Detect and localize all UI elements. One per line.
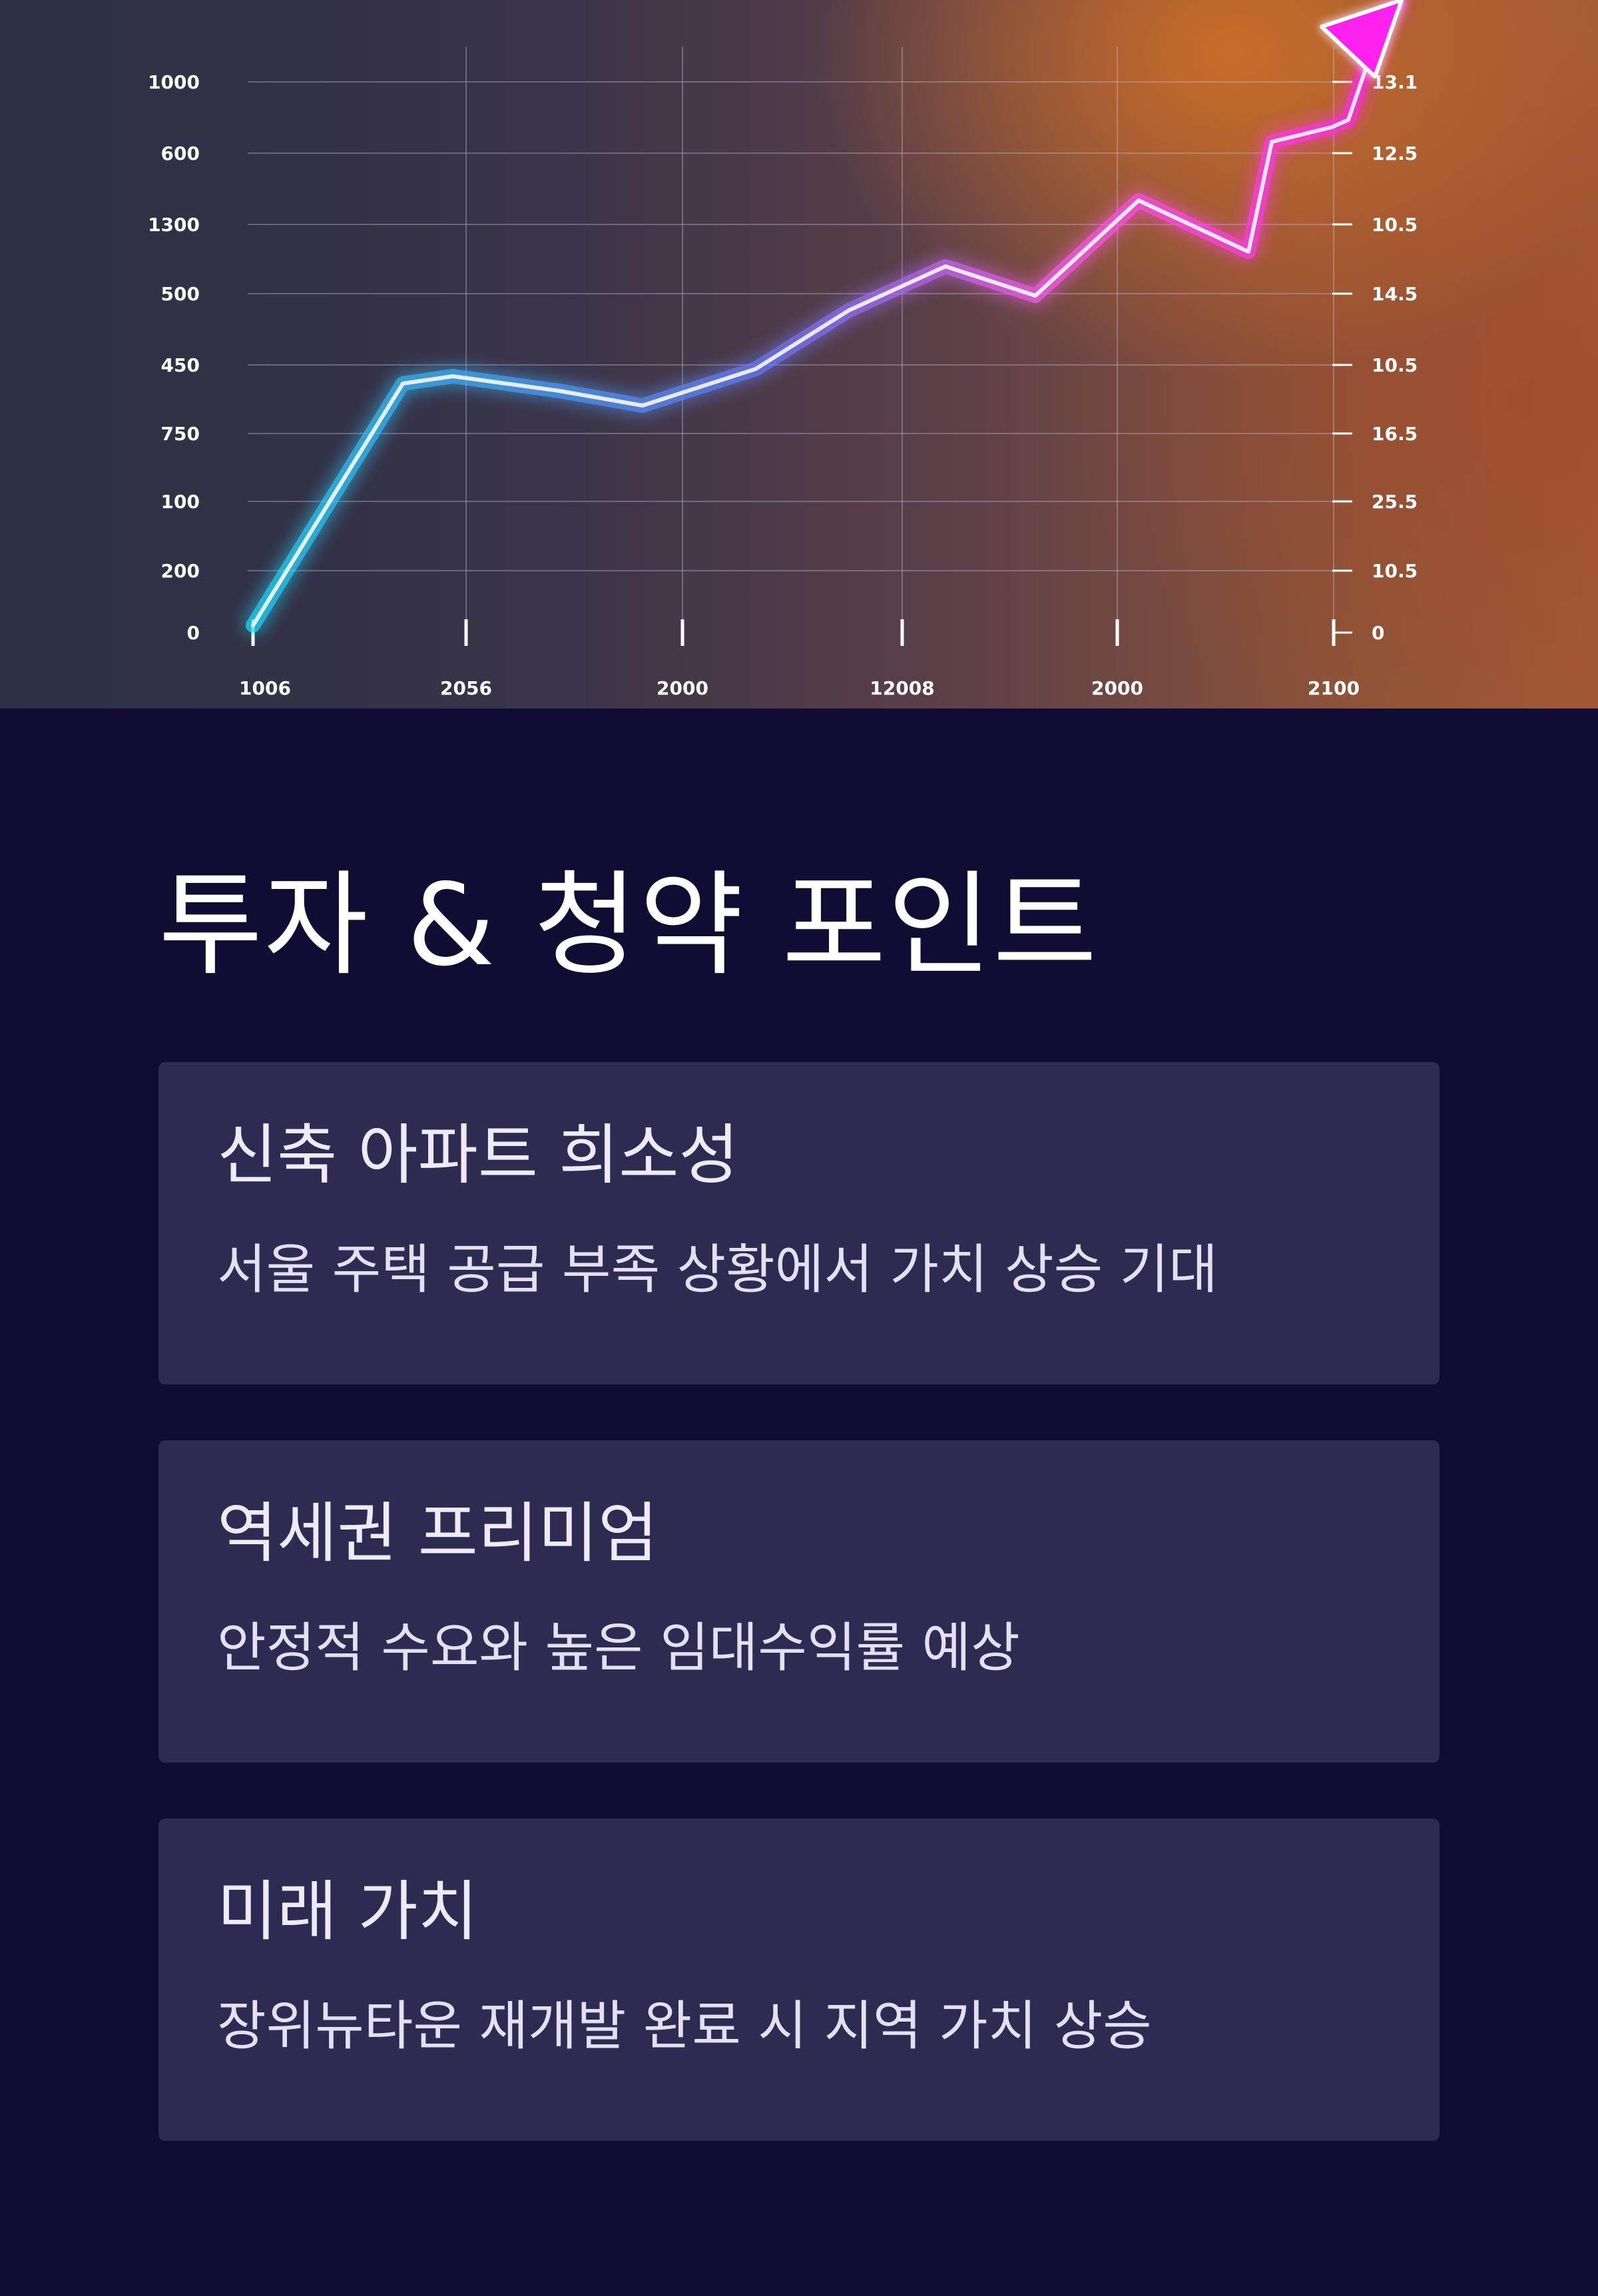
y-left-tick-label: 600	[161, 143, 200, 164]
y-right-tick-label: 16.5	[1372, 423, 1418, 445]
y-left-tick-label: 1000	[148, 71, 200, 93]
y-left-tick-label: 750	[161, 423, 200, 445]
y-right-tick-label: 12.5	[1372, 143, 1418, 164]
x-tick-label: 2000	[1091, 677, 1143, 699]
card-title: 미래 가치	[217, 1874, 478, 1950]
series-line-glow	[246, 0, 1406, 633]
card-title: 신축 아파트 희소성	[217, 1117, 739, 1193]
chart-series	[246, 0, 1406, 633]
y-right-tick-label: 10.5	[1372, 214, 1418, 236]
y-left-tick-label: 0	[187, 622, 200, 644]
x-tick-label: 1006	[239, 677, 291, 699]
y-left-tick-label: 200	[161, 560, 200, 582]
chart-grid	[248, 47, 1348, 633]
point-card-station-premium: 역세권 프리미엄 안정적 수요와 높은 임대수익률 예상	[158, 1440, 1440, 1763]
y-right-tick-label: 14.5	[1372, 283, 1418, 305]
card-description: 장위뉴타운 재개발 완료 시 지역 가치 상승	[217, 1995, 1152, 2057]
y-left-tick-label: 1300	[148, 214, 200, 236]
page-title: 투자 & 청약 포인트	[158, 860, 1099, 992]
x-tick-label: 2100	[1308, 677, 1360, 699]
y-right-tick-label: 0	[1372, 622, 1384, 644]
card-description: 안정적 수요와 높은 임대수익률 예상	[217, 1617, 1020, 1679]
point-card-scarcity: 신축 아파트 희소성 서울 주택 공급 부족 상황에서 가치 상승 기대	[158, 1062, 1440, 1384]
x-tick-label: 2056	[440, 677, 492, 699]
trend-line-chart: 10006001300500450750100200013.112.510.51…	[148, 0, 1418, 699]
y-left-tick-label: 100	[161, 491, 200, 513]
series-line	[251, 1, 1400, 627]
y-left-tick-label: 500	[161, 283, 200, 305]
card-description: 서울 주택 공급 부족 상황에서 가치 상승 기대	[217, 1239, 1218, 1300]
chart-tick-labels: 10006001300500450750100200013.112.510.51…	[148, 71, 1418, 699]
point-card-future-value: 미래 가치 장위뉴타운 재개발 완료 시 지역 가치 상승	[158, 1819, 1440, 2141]
y-right-tick-label: 10.5	[1372, 560, 1418, 582]
card-title: 역세권 프리미엄	[217, 1496, 659, 1572]
y-right-tick-label: 25.5	[1372, 491, 1418, 513]
trend-arrow-icon	[1320, 0, 1404, 79]
hero-chart-image: 1000 600 1300 500 450 750 100 200 0 13.1 12.5 10.5 1…	[0, 0, 1598, 709]
y-right-tick-label: 13.1	[1372, 71, 1418, 93]
x-tick-label: 2000	[657, 677, 708, 699]
x-tick-label: 12008	[870, 677, 934, 699]
chart-axes	[244, 43, 1352, 646]
y-right-tick-label: 10.5	[1372, 354, 1418, 376]
y-left-tick-label: 450	[161, 354, 200, 376]
